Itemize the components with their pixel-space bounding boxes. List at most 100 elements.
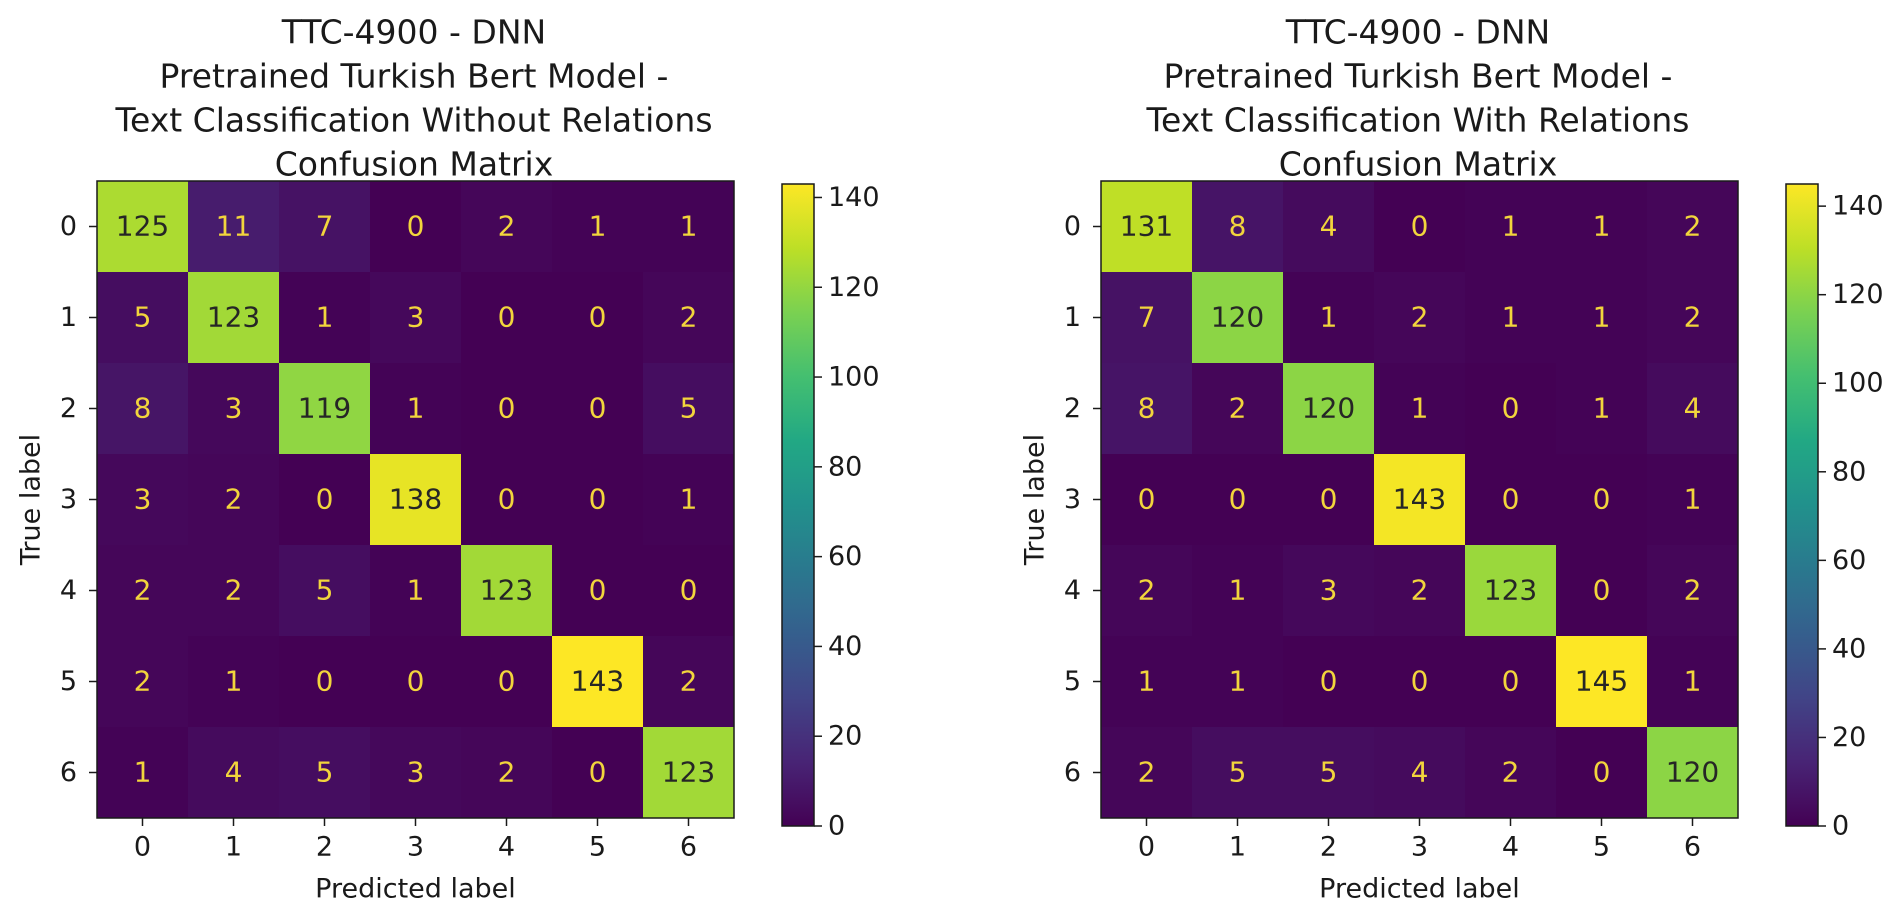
cell-value-label: 0 <box>589 574 607 607</box>
x-axis-label: Predicted label <box>1319 874 1520 905</box>
matrix-cell <box>1465 636 1556 727</box>
colorbar-tick-label: 80 <box>1832 456 1866 487</box>
matrix-cell <box>1647 454 1738 545</box>
cell-value-label: 7 <box>316 210 334 243</box>
cell-value-label: 3 <box>407 756 425 789</box>
matrix-cell <box>188 272 279 363</box>
cell-value-label: 0 <box>407 210 425 243</box>
matrix-cell <box>279 636 370 727</box>
cell-value-label: 145 <box>1575 665 1628 698</box>
cell-value-label: 119 <box>298 392 351 425</box>
cell-value-label: 143 <box>1393 483 1446 516</box>
cell-value-label: 3 <box>1320 574 1338 607</box>
matrix-cell <box>370 181 461 272</box>
matrix-cell <box>1647 363 1738 454</box>
colorbar-tick-label: 120 <box>1832 279 1884 310</box>
cell-value-label: 1 <box>1684 483 1702 516</box>
y-tick-label: 5 <box>1064 666 1081 697</box>
matrix-cell <box>1556 454 1647 545</box>
matrix-cell <box>370 454 461 545</box>
cell-value-label: 1 <box>1502 301 1520 334</box>
cell-value-label: 0 <box>498 301 516 334</box>
y-tick-label: 5 <box>60 666 77 697</box>
x-tick-label: 0 <box>1138 832 1155 863</box>
cell-value-label: 1 <box>1593 392 1611 425</box>
matrix-cell <box>1647 727 1738 818</box>
matrix-cell <box>1556 181 1647 272</box>
matrix-cell <box>552 272 643 363</box>
cell-value-label: 0 <box>1502 483 1520 516</box>
cell-value-label: 1 <box>1320 301 1338 334</box>
colorbar-tick-label: 40 <box>828 631 862 662</box>
matrix-cell <box>1101 636 1192 727</box>
matrix-cell <box>188 363 279 454</box>
cell-value-label: 131 <box>1120 210 1173 243</box>
cell-value-label: 0 <box>1593 483 1611 516</box>
colorbar-tick-label: 20 <box>1832 722 1866 753</box>
matrix-cell <box>97 727 188 818</box>
cell-value-label: 1 <box>316 301 334 334</box>
cell-value-label: 123 <box>662 756 715 789</box>
matrix-cell <box>279 272 370 363</box>
cell-value-label: 0 <box>1320 665 1338 698</box>
matrix-cell <box>1465 272 1556 363</box>
cell-value-label: 143 <box>571 665 624 698</box>
matrix-cell <box>1374 636 1465 727</box>
cell-value-label: 1 <box>225 665 243 698</box>
matrix-cell <box>643 454 734 545</box>
matrix-cell <box>370 545 461 636</box>
cell-value-label: 0 <box>680 574 698 607</box>
matrix-cell <box>643 272 734 363</box>
matrix-cell <box>370 636 461 727</box>
matrix-cell <box>1556 727 1647 818</box>
cell-value-label: 1 <box>1684 665 1702 698</box>
colorbar-tick-label: 20 <box>828 721 862 752</box>
matrix-cell <box>188 545 279 636</box>
colorbar-tick-label: 140 <box>828 182 880 213</box>
colorbar-tick-label: 80 <box>828 451 862 482</box>
cell-value-label: 0 <box>316 483 334 516</box>
matrix-cell <box>1465 454 1556 545</box>
matrix-cell <box>1192 363 1283 454</box>
x-tick-label: 1 <box>1229 832 1246 863</box>
confusion-matrix-panel-2: TTC-4900 - DNN Pretrained Turkish Bert Mo… <box>1020 13 1884 905</box>
matrix-cell <box>643 636 734 727</box>
matrix-cell <box>1283 636 1374 727</box>
cell-value-label: 1 <box>407 392 425 425</box>
matrix-cell <box>97 636 188 727</box>
colorbar-tick-label: 0 <box>828 811 845 842</box>
chart-title-line-4: Confusion Matrix <box>275 145 554 184</box>
matrix-cell <box>279 545 370 636</box>
matrix-cell <box>1283 545 1374 636</box>
y-axis-label: True label <box>16 434 47 566</box>
matrix-cell <box>1374 181 1465 272</box>
matrix-cell <box>1101 272 1192 363</box>
matrix-cell <box>97 363 188 454</box>
x-tick-label: 5 <box>589 832 606 863</box>
matrix-cell <box>643 363 734 454</box>
cell-value-label: 0 <box>589 392 607 425</box>
matrix-cell <box>1647 636 1738 727</box>
matrix-cell <box>1374 363 1465 454</box>
matrix-cell <box>1283 454 1374 545</box>
cell-value-label: 123 <box>207 301 260 334</box>
cell-value-label: 1 <box>680 483 698 516</box>
colorbar-tick-label: 40 <box>1832 633 1866 664</box>
cell-value-label: 0 <box>1593 574 1611 607</box>
x-tick-label: 0 <box>134 832 151 863</box>
cell-value-label: 0 <box>1411 210 1429 243</box>
matrix-cell <box>1101 181 1192 272</box>
matrix-cell <box>461 272 552 363</box>
cell-value-label: 2 <box>1684 574 1702 607</box>
cell-value-label: 5 <box>134 301 152 334</box>
cell-value-label: 2 <box>1138 574 1156 607</box>
matrix-cell <box>1283 363 1374 454</box>
cell-value-label: 2 <box>1684 210 1702 243</box>
cell-value-label: 2 <box>1411 301 1429 334</box>
cell-value-label: 3 <box>134 483 152 516</box>
y-tick-label: 1 <box>60 302 77 333</box>
chart-title-line-4: Confusion Matrix <box>1279 145 1558 184</box>
matrix-cell <box>552 636 643 727</box>
matrix-cell <box>643 727 734 818</box>
cell-value-label: 0 <box>407 665 425 698</box>
